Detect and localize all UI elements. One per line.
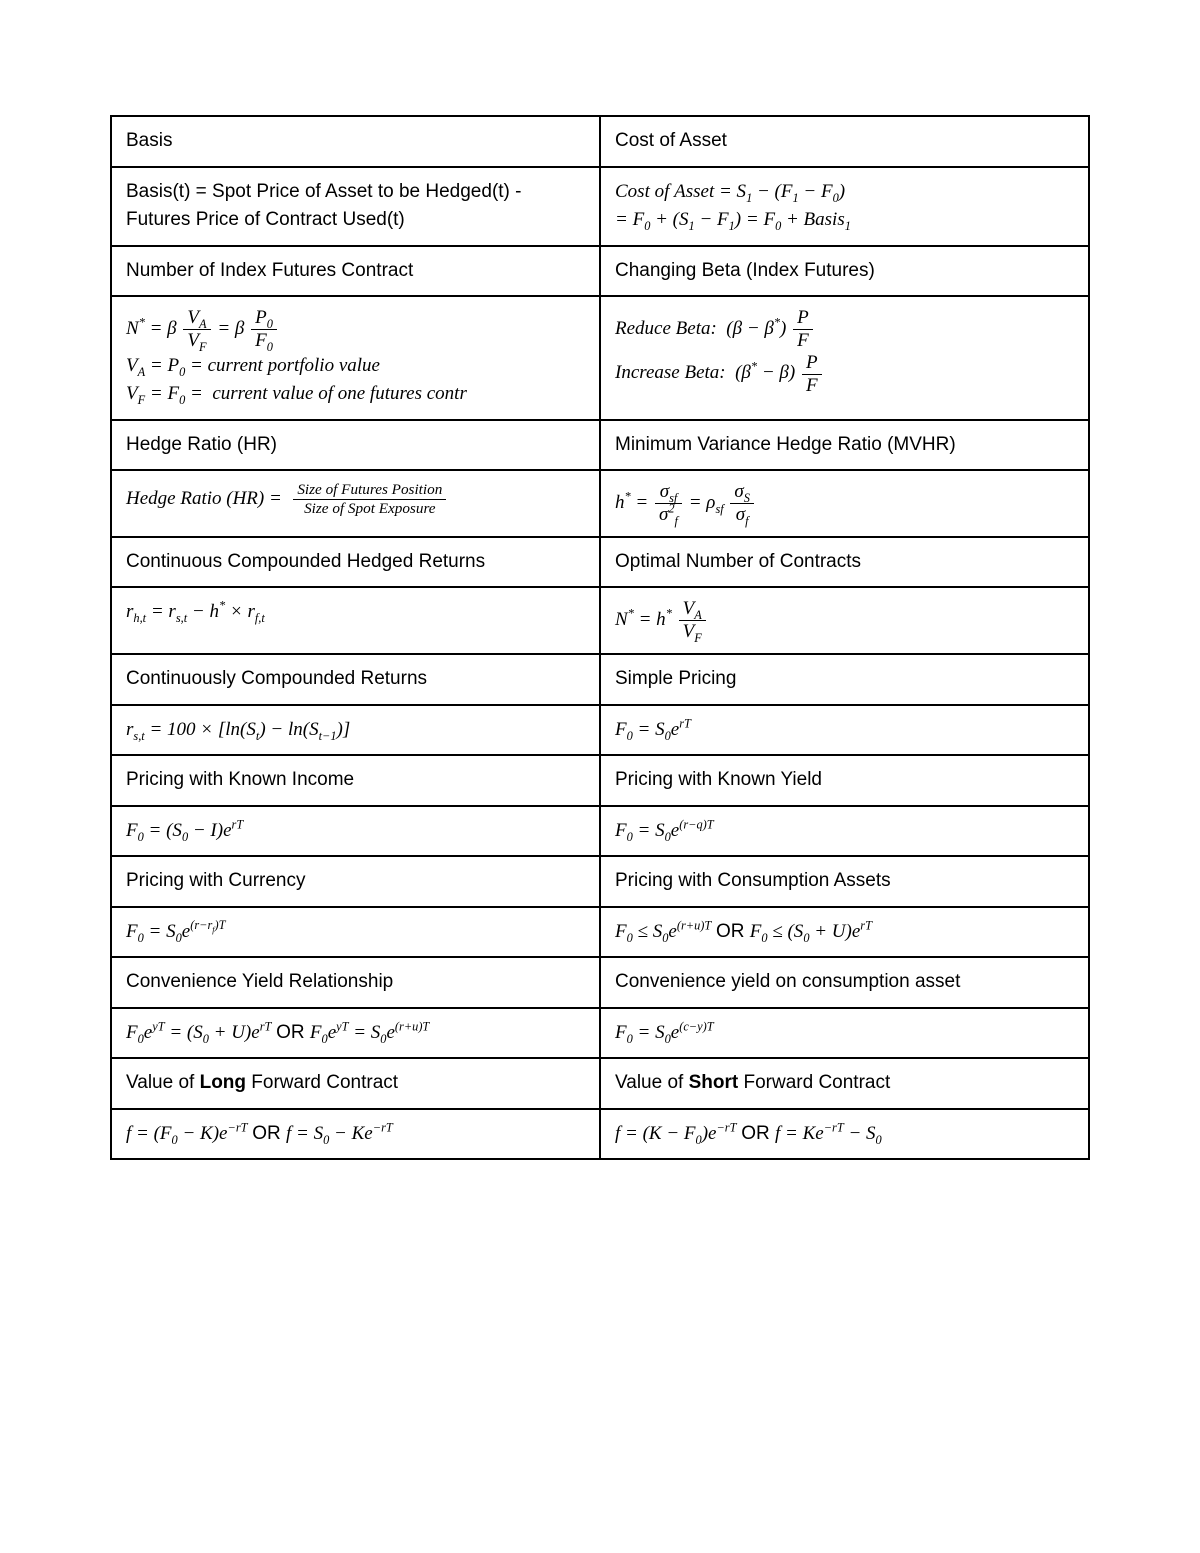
cell-formula: f = (F0 − K)e−rT OR f = S0 − Ke−rT [111,1109,600,1160]
cell-heading: Pricing with Known Income [111,755,600,806]
heading-text: Pricing with Known Income [126,769,354,790]
cell-heading: Convenience Yield Relationship [111,957,600,1008]
heading-text: Number of Index Futures Contract [126,260,413,281]
heading-text: Changing Beta (Index Futures) [615,260,875,281]
formula-text: h* = σsfσ2f = ρsf σSσf [615,492,756,513]
cell-formula: N* = h* VAVF [600,587,1089,654]
heading-text: Cost of Asset [615,130,727,151]
formula-table: Basis Cost of Asset Basis(t) = Spot Pric… [110,115,1090,1160]
heading-text: Pricing with Consumption Assets [615,870,891,891]
table-row: rs,t = 100 × [ln(St) − ln(St−1)] F0 = S0… [111,705,1089,756]
page: Basis Cost of Asset Basis(t) = Spot Pric… [0,0,1200,1553]
table-row: Continuous Compounded Hedged Returns Opt… [111,537,1089,588]
heading-text: Continuous Compounded Hedged Returns [126,551,485,572]
formula-text: N* = h* VAVF [615,609,708,630]
formula-text: N* = β VAVF = β P0F0 VA = P0 = current p… [126,318,467,404]
table-row: Basis Cost of Asset [111,116,1089,167]
cell-formula: h* = σsfσ2f = ρsf σSσf [600,470,1089,537]
table-row: Continuously Compounded Returns Simple P… [111,654,1089,705]
table-row: Hedge Ratio (HR) = Size of Futures Posit… [111,470,1089,537]
cell-heading: Continuously Compounded Returns [111,654,600,705]
cell-heading: Pricing with Consumption Assets [600,856,1089,907]
cell-heading: Changing Beta (Index Futures) [600,246,1089,297]
cell-formula: N* = β VAVF = β P0F0 VA = P0 = current p… [111,296,600,420]
cell-heading: Convenience yield on consumption asset [600,957,1089,1008]
heading-text: Value of Long Forward Contract [126,1072,398,1093]
cell-heading: Basis [111,116,600,167]
cell-heading: Cost of Asset [600,116,1089,167]
table-row: rh,t = rs,t − h* × rf,t N* = h* VAVF [111,587,1089,654]
heading-text: Pricing with Known Yield [615,769,822,790]
formula-text: Hedge Ratio (HR) = Size of Futures Posit… [126,488,448,509]
formula-text: Cost of Asset = S1 − (F1 − F0) = F0 + (S… [615,181,851,231]
heading-text: Pricing with Currency [126,870,306,891]
heading-text: Continuously Compounded Returns [126,668,427,689]
table-row: Hedge Ratio (HR) Minimum Variance Hedge … [111,420,1089,471]
cell-heading: Pricing with Known Yield [600,755,1089,806]
formula-text: f = (F0 − K)e−rT OR f = S0 − Ke−rT [126,1123,393,1144]
heading-text: Minimum Variance Hedge Ratio (MVHR) [615,434,956,455]
cell-formula: Reduce Beta: (β − β*) PF Increase Beta: … [600,296,1089,420]
table-row: f = (F0 − K)e−rT OR f = S0 − Ke−rT f = (… [111,1109,1089,1160]
table-row: F0 = (S0 − I)erT F0 = S0e(r−q)T [111,806,1089,857]
cell-formula: Basis(t) = Spot Price of Asset to be Hed… [111,167,600,246]
cell-heading: Number of Index Futures Contract [111,246,600,297]
cell-formula: F0 = S0e(c−y)T [600,1008,1089,1059]
formula-text: rh,t = rs,t − h* × rf,t [126,601,265,622]
table-row: N* = β VAVF = β P0F0 VA = P0 = current p… [111,296,1089,420]
cell-heading: Pricing with Currency [111,856,600,907]
heading-text: Simple Pricing [615,668,736,689]
cell-heading: Value of Short Forward Contract [600,1058,1089,1109]
table-row: F0 = S0e(r−rf)T F0 ≤ S0e(r+u)T OR F0 ≤ (… [111,907,1089,958]
cell-formula: F0 = S0e(r−q)T [600,806,1089,857]
cell-formula: f = (K − F0)e−rT OR f = Ke−rT − S0 [600,1109,1089,1160]
table-row: Number of Index Futures Contract Changin… [111,246,1089,297]
cell-heading: Value of Long Forward Contract [111,1058,600,1109]
cell-heading: Simple Pricing [600,654,1089,705]
formula-text: F0 ≤ S0e(r+u)T OR F0 ≤ (S0 + U)erT [615,921,872,942]
table-row: Value of Long Forward Contract Value of … [111,1058,1089,1109]
formula-text: Basis(t) = Spot Price of Asset to be Hed… [126,181,521,231]
formula-text: rs,t = 100 × [ln(St) − ln(St−1)] [126,719,350,740]
table-row: Basis(t) = Spot Price of Asset to be Hed… [111,167,1089,246]
formula-text: F0 = S0e(c−y)T [615,1022,714,1043]
table-row: Pricing with Currency Pricing with Consu… [111,856,1089,907]
cell-heading: Minimum Variance Hedge Ratio (MVHR) [600,420,1089,471]
cell-formula: rh,t = rs,t − h* × rf,t [111,587,600,654]
formula-text: F0 = S0e(r−rf)T [126,921,226,942]
heading-text: Hedge Ratio (HR) [126,434,277,455]
cell-formula: F0 = (S0 − I)erT [111,806,600,857]
table-row: Pricing with Known Income Pricing with K… [111,755,1089,806]
formula-text: F0 = S0erT [615,719,691,740]
cell-heading: Optimal Number of Contracts [600,537,1089,588]
formula-text: Reduce Beta: (β − β*) PF Increase Beta: … [615,318,824,384]
cell-formula: F0eyT = (S0 + U)erT OR F0eyT = S0e(r+u)T [111,1008,600,1059]
cell-heading: Continuous Compounded Hedged Returns [111,537,600,588]
cell-formula: F0 = S0e(r−rf)T [111,907,600,958]
heading-text: Convenience yield on consumption asset [615,971,960,992]
formula-text: F0 = S0e(r−q)T [615,820,714,841]
heading-text: Convenience Yield Relationship [126,971,393,992]
cell-heading: Hedge Ratio (HR) [111,420,600,471]
formula-text: F0 = (S0 − I)erT [126,820,243,841]
heading-text: Value of Short Forward Contract [615,1072,890,1093]
cell-formula: rs,t = 100 × [ln(St) − ln(St−1)] [111,705,600,756]
heading-text: Basis [126,130,172,151]
cell-formula: Cost of Asset = S1 − (F1 − F0) = F0 + (S… [600,167,1089,246]
formula-text: F0eyT = (S0 + U)erT OR F0eyT = S0e(r+u)T [126,1022,429,1043]
cell-formula: F0 ≤ S0e(r+u)T OR F0 ≤ (S0 + U)erT [600,907,1089,958]
table-row: Convenience Yield Relationship Convenien… [111,957,1089,1008]
formula-text: f = (K − F0)e−rT OR f = Ke−rT − S0 [615,1123,882,1144]
heading-text: Optimal Number of Contracts [615,551,861,572]
cell-formula: F0 = S0erT [600,705,1089,756]
table-row: F0eyT = (S0 + U)erT OR F0eyT = S0e(r+u)T… [111,1008,1089,1059]
cell-formula: Hedge Ratio (HR) = Size of Futures Posit… [111,470,600,537]
